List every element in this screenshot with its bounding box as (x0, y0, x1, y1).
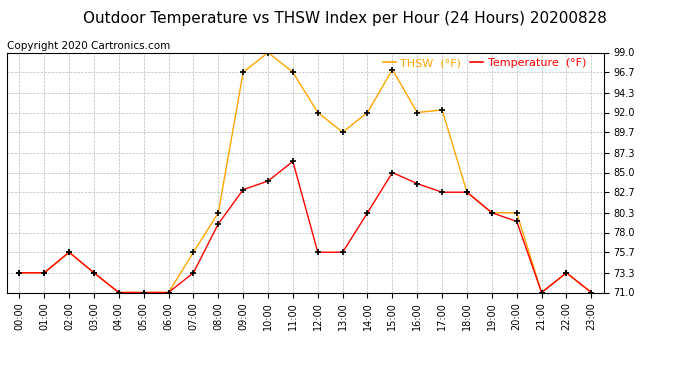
Legend: THSW  (°F), Temperature  (°F): THSW (°F), Temperature (°F) (382, 58, 586, 68)
Text: Copyright 2020 Cartronics.com: Copyright 2020 Cartronics.com (7, 41, 170, 51)
Text: Outdoor Temperature vs THSW Index per Hour (24 Hours) 20200828: Outdoor Temperature vs THSW Index per Ho… (83, 11, 607, 26)
